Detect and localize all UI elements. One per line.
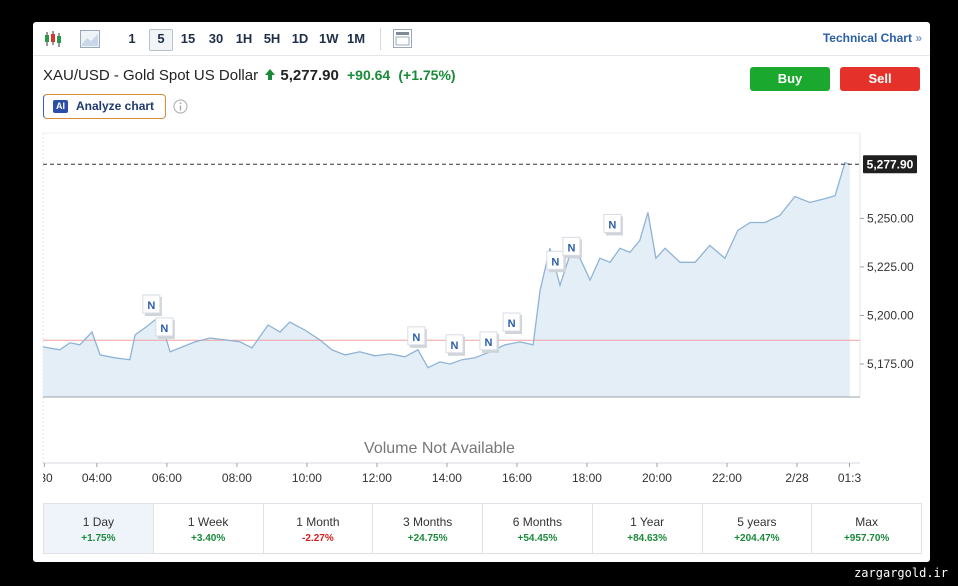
x-axis-labels: :30 04:00 06:00 08:00 10:00 12:00 14:00 16:00 18… [36, 463, 862, 485]
layout-icon[interactable] [393, 29, 412, 48]
interval-button[interactable]: 5 [149, 29, 173, 51]
x-tick-label: 08:00 [222, 471, 252, 485]
x-tick-label: 04:00 [82, 471, 112, 485]
news-marker [603, 213, 622, 233]
x-tick-label: 2/28 [785, 471, 809, 485]
news-marker [562, 236, 581, 256]
instrument-header: XAU/USD - Gold Spot US Dollar 5,277.90 +… [43, 67, 456, 84]
news-marker [445, 334, 464, 354]
period-label[interactable]: 1 Day [82, 515, 115, 529]
period-label[interactable]: Max [855, 515, 878, 529]
interval-button[interactable]: 1H [235, 31, 253, 46]
news-marker [479, 331, 498, 351]
period-change: +84.63% [627, 533, 667, 544]
news-marker-label: N [608, 219, 616, 231]
up-arrow [265, 69, 276, 80]
interval-button[interactable]: 1 [128, 31, 136, 46]
chevron: » [915, 31, 922, 45]
period-label[interactable]: 1 Month [296, 515, 340, 529]
toolbar: 1 5 15 30 1H 5H 1D 1W 1M Technical Chart » [33, 22, 930, 56]
news-marker [142, 294, 161, 314]
period-cell[interactable]: 5 years +204.47% [703, 504, 813, 553]
info-icon[interactable] [173, 99, 188, 114]
x-tick-label: 12:00 [362, 471, 392, 485]
period-change: +204.47% [734, 533, 780, 544]
change: +90.64 [346, 67, 391, 83]
news-marker-label: N [567, 242, 575, 254]
y-tick-label: 5,175.00 [867, 357, 914, 371]
x-tick-label: 06:00 [152, 471, 182, 485]
interval-button[interactable]: 30 [208, 31, 224, 46]
period-cell[interactable]: Max +957.70% [812, 504, 921, 553]
candles-icon[interactable] [43, 30, 63, 48]
interval-button[interactable]: 1W [319, 31, 339, 46]
x-tick-label: 20:00 [642, 471, 672, 485]
x-tick-label: 22:00 [712, 471, 742, 485]
separator [380, 28, 381, 50]
period-change: -2.27% [302, 533, 334, 544]
news-marker-label: N [484, 337, 492, 349]
news-marker [155, 317, 174, 337]
technical-chart-text[interactable]: Technical Chart [822, 31, 912, 45]
period-table: 1 Day +1.75% 1 Week +3.40% 1 Month -2.27% 3 Mo… [43, 503, 922, 554]
period-label[interactable]: 1 Week [187, 515, 229, 529]
interval-button[interactable]: 15 [180, 31, 196, 46]
last-price-label: 5,277.90 [867, 157, 914, 171]
period-label[interactable]: 3 Months [402, 515, 453, 529]
news-marker-label: N [508, 318, 516, 330]
period-change: +24.75% [407, 533, 448, 544]
y-tick-label: 5,250.00 [867, 211, 914, 225]
site-watermark: zargargold.ir [854, 566, 948, 580]
ai-badge: AI [53, 100, 68, 113]
period-cell[interactable]: 1 Year +84.63% [593, 504, 703, 553]
chart-card: 1 5 15 30 1H 5H 1D 1W 1M Technical Chart » XAU/U… [33, 22, 930, 562]
y-tick-label: 5,225.00 [867, 260, 914, 274]
x-tick-label: 18:00 [572, 471, 602, 485]
interval-button[interactable]: 1M [347, 31, 366, 46]
news-marker [546, 250, 565, 270]
x-tick-label: 14:00 [432, 471, 462, 485]
period-change: +54.45% [517, 533, 558, 544]
news-marker-label: N [160, 323, 168, 335]
x-tick-label: 10:00 [292, 471, 322, 485]
news-marker-label: N [551, 256, 559, 268]
news-marker [407, 326, 426, 346]
period-cell[interactable]: 3 Months +24.75% [373, 504, 483, 553]
chart: Investing.com5,277.905,175.005,200.005,2… [36, 132, 917, 485]
area [43, 162, 850, 397]
price: 5,277.90 [280, 67, 339, 84]
news-marker-label: N [412, 332, 420, 344]
period-change: +1.75% [81, 533, 116, 544]
volume-note: Volume Not Available [364, 440, 515, 457]
last-price-tag [863, 155, 917, 174]
interval-button[interactable]: 1D [291, 31, 309, 46]
buy-button[interactable]: Buy [750, 67, 830, 91]
period-label[interactable]: 1 Year [630, 515, 665, 529]
technical-chart-link[interactable]: Technical Chart » [823, 31, 922, 45]
instrument-name: XAU/USD - Gold Spot US Dollar [43, 67, 259, 84]
period-cell[interactable]: 1 Month -2.27% [264, 504, 374, 553]
change-pct: (+1.75%) [398, 67, 456, 83]
period-change: +957.70% [843, 533, 890, 544]
analyze-text[interactable]: Analyze chart [76, 99, 155, 113]
news-marker-label: N [451, 340, 459, 352]
analyze-button[interactable]: AI Analyze chart [43, 94, 166, 119]
interval-button[interactable]: 5H [263, 31, 281, 46]
news-marker [502, 312, 521, 332]
period-label[interactable]: 5 years [737, 515, 777, 529]
x-tick-label: :30 [36, 471, 53, 485]
sell-button[interactable]: Sell [840, 67, 920, 91]
period-change: +3.40% [191, 533, 226, 544]
period-cell[interactable]: 1 Week +3.40% [154, 504, 264, 553]
period-cell[interactable]: 6 Months +54.45% [483, 504, 593, 553]
area-icon[interactable] [80, 30, 100, 48]
x-tick-label: 16:00 [502, 471, 532, 485]
news-marker-label: N [147, 300, 155, 312]
y-tick-label: 5,200.00 [867, 308, 914, 322]
period-cell[interactable]: 1 Day +1.75% [44, 504, 154, 553]
period-label[interactable]: 6 Months [512, 515, 563, 529]
x-tick-label: 01:3 [838, 471, 862, 485]
